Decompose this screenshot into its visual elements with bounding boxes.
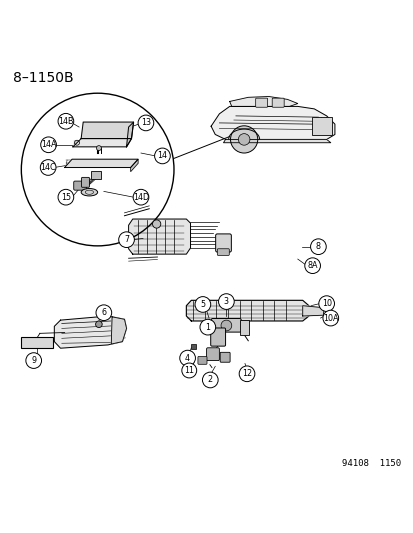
Circle shape xyxy=(152,220,160,228)
Circle shape xyxy=(40,137,56,152)
Polygon shape xyxy=(229,96,297,107)
Polygon shape xyxy=(302,306,323,316)
FancyBboxPatch shape xyxy=(74,181,86,190)
Text: 3: 3 xyxy=(223,297,228,306)
Text: 11: 11 xyxy=(184,366,194,375)
Circle shape xyxy=(218,294,234,310)
Text: 2: 2 xyxy=(207,375,212,384)
Polygon shape xyxy=(64,159,138,167)
FancyBboxPatch shape xyxy=(239,320,248,335)
Ellipse shape xyxy=(81,189,97,196)
Circle shape xyxy=(322,310,338,326)
Text: 5: 5 xyxy=(200,300,205,309)
Circle shape xyxy=(202,372,218,388)
FancyBboxPatch shape xyxy=(197,357,206,364)
Circle shape xyxy=(138,115,153,131)
Circle shape xyxy=(239,366,254,382)
Text: 15: 15 xyxy=(61,193,71,201)
Circle shape xyxy=(96,146,101,150)
Circle shape xyxy=(310,239,325,255)
Circle shape xyxy=(119,232,134,247)
Circle shape xyxy=(318,296,334,311)
Polygon shape xyxy=(131,159,138,172)
Text: 12: 12 xyxy=(241,369,252,378)
FancyBboxPatch shape xyxy=(210,328,225,346)
Text: 8–1150B: 8–1150B xyxy=(13,70,74,85)
Text: 8: 8 xyxy=(315,242,320,251)
FancyBboxPatch shape xyxy=(215,234,231,252)
Circle shape xyxy=(304,258,320,273)
Text: 4: 4 xyxy=(185,353,190,362)
Text: 13: 13 xyxy=(140,118,151,127)
FancyBboxPatch shape xyxy=(217,249,229,255)
Circle shape xyxy=(230,126,257,153)
Circle shape xyxy=(195,297,210,312)
Text: 8A: 8A xyxy=(306,261,317,270)
Polygon shape xyxy=(186,300,308,321)
Circle shape xyxy=(40,160,56,175)
Circle shape xyxy=(181,363,196,378)
Circle shape xyxy=(58,114,74,129)
Text: 14C: 14C xyxy=(40,163,56,172)
FancyBboxPatch shape xyxy=(220,352,230,362)
Text: 14A: 14A xyxy=(41,140,56,149)
Text: 1: 1 xyxy=(205,322,210,332)
Text: 9: 9 xyxy=(31,356,36,365)
Circle shape xyxy=(238,134,249,145)
FancyBboxPatch shape xyxy=(21,337,52,348)
Circle shape xyxy=(179,350,195,366)
FancyBboxPatch shape xyxy=(91,171,101,180)
Circle shape xyxy=(96,305,112,320)
Circle shape xyxy=(221,320,231,331)
FancyBboxPatch shape xyxy=(311,117,332,135)
Text: 10A: 10A xyxy=(322,313,338,322)
FancyBboxPatch shape xyxy=(81,177,89,187)
FancyBboxPatch shape xyxy=(206,348,219,361)
Circle shape xyxy=(154,148,170,164)
Polygon shape xyxy=(111,317,126,344)
Text: 14B: 14B xyxy=(58,117,74,126)
Polygon shape xyxy=(81,122,133,139)
Polygon shape xyxy=(126,122,133,147)
Text: 14D: 14D xyxy=(133,193,149,201)
Polygon shape xyxy=(54,316,126,348)
FancyBboxPatch shape xyxy=(190,344,195,350)
FancyBboxPatch shape xyxy=(271,98,283,107)
Polygon shape xyxy=(223,140,330,143)
Text: 14: 14 xyxy=(157,151,167,160)
Polygon shape xyxy=(128,219,190,254)
Circle shape xyxy=(26,353,41,368)
Text: 7: 7 xyxy=(123,235,129,244)
Circle shape xyxy=(133,189,148,205)
Polygon shape xyxy=(73,139,131,147)
Polygon shape xyxy=(211,107,334,140)
Text: 6: 6 xyxy=(101,308,106,317)
Circle shape xyxy=(199,319,215,335)
Circle shape xyxy=(58,189,74,205)
Text: 10: 10 xyxy=(321,299,331,308)
Text: 94108  1150: 94108 1150 xyxy=(341,459,400,468)
Circle shape xyxy=(95,321,102,328)
FancyBboxPatch shape xyxy=(255,98,267,107)
FancyBboxPatch shape xyxy=(211,319,241,332)
